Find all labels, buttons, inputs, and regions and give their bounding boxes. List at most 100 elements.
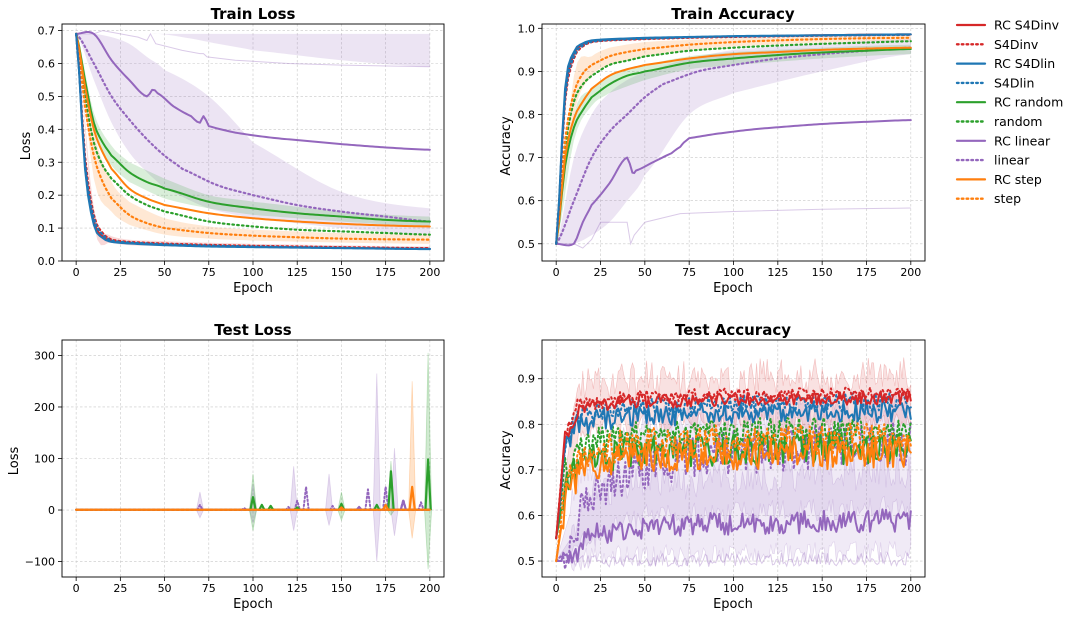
- test-accuracy-xtick-label-5: 125: [767, 582, 788, 595]
- test-loss-spike-linear-3: [293, 499, 301, 512]
- train-accuracy-xtick-label-2: 50: [638, 266, 652, 279]
- legend-label-s4dinv: S4Dinv: [994, 37, 1039, 52]
- test-accuracy-xtick-label-8: 200: [900, 582, 921, 595]
- panel-test-accuracy: Test Accuracy 0 25 50 75 100 125 150 175 2000.50…: [499, 321, 926, 612]
- legend-label-rc-s4dlin: RC S4Dlin: [994, 56, 1055, 71]
- test-loss-band-spike-linear-4: [372, 373, 381, 562]
- train-loss-xtick-label-0: 0: [73, 266, 80, 279]
- train-loss-xtick-label-2: 50: [158, 266, 172, 279]
- train-loss-plot: 0 25 50 75 100 125 150 175 200 0.0 0.1 0.2 0.3 0.4 0.5…: [38, 23, 445, 279]
- train-accuracy-line-rc-random: [555, 47, 912, 245]
- legend-label-s4dlin: S4Dlin: [994, 75, 1034, 90]
- train-loss-line-linear: [75, 32, 431, 223]
- test-loss-ytick-label-2: 100: [34, 453, 55, 466]
- train-loss-line-step: [75, 32, 431, 241]
- train-loss-xtick-label-4: 100: [243, 266, 264, 279]
- test-accuracy-thin-rc-linear-0: [556, 551, 911, 568]
- legend-label-rc-random: RC random: [994, 95, 1063, 110]
- test-loss-ytick-label-0: −100: [25, 556, 55, 569]
- test-accuracy-title: Test Accuracy: [675, 321, 791, 339]
- panel-train-accuracy: Train Accuracy 0 25 50 75 100 125 150 175 200 0.5…: [499, 5, 926, 296]
- test-loss-ylabel: Loss: [7, 447, 22, 476]
- train-loss-plot-area: [75, 30, 431, 251]
- train-loss-ytick-label-5: 0.5: [38, 90, 56, 103]
- test-loss-spike-rc-random-5: [373, 503, 381, 511]
- train-accuracy-xtick-label-1: 25: [594, 266, 608, 279]
- test-accuracy-xtick-label-7: 175: [856, 582, 877, 595]
- test-accuracy-line-rc-s4dlin: [555, 399, 912, 540]
- test-loss-spike-linear-5: [328, 504, 337, 512]
- train-accuracy-ytick-label-0: 0.5: [518, 238, 536, 251]
- train-loss-ytick-label-0: 0.0: [38, 255, 56, 268]
- test-loss-spike-linear-7: [381, 485, 390, 512]
- legend-label-rc-s4dinv: RC S4Dinv: [994, 18, 1060, 33]
- train-accuracy-xtick-label-7: 175: [856, 266, 877, 279]
- test-loss-xtick-label-1: 25: [113, 582, 127, 595]
- train-accuracy-xlabel: Epoch: [713, 281, 753, 296]
- train-loss-line-rc-s4dlin: [75, 32, 431, 251]
- train-loss-ylabel: Loss: [19, 132, 34, 161]
- test-accuracy-plot: 0 25 50 75 100 125 150 175 200 0.5 0.6 0.7 0.8 0.9: [518, 339, 926, 595]
- train-loss-band-linear-0: [76, 33, 430, 235]
- train-accuracy-xtick-label-4: 100: [723, 266, 744, 279]
- train-accuracy-line-rc-step: [555, 46, 912, 245]
- train-accuracy-xtick-label-5: 125: [767, 266, 788, 279]
- test-loss-spike-rc-random-7: [424, 458, 432, 511]
- test-loss-spike-rc-linear-0: [399, 499, 408, 511]
- train-loss-xtick-label-8: 200: [419, 266, 440, 279]
- train-loss-ytick-label-4: 0.4: [38, 123, 56, 136]
- test-loss-plot-area: [75, 352, 433, 570]
- test-loss-ytick-label-3: 200: [34, 401, 55, 414]
- train-loss-xtick-label-6: 150: [331, 266, 352, 279]
- train-accuracy-ytick-label-2: 0.7: [518, 152, 536, 165]
- test-loss-band-spike-rc-step-0: [408, 381, 417, 539]
- test-accuracy-xtick-label-0: 0: [553, 582, 560, 595]
- test-loss-xtick-label-4: 100: [243, 582, 264, 595]
- train-loss-xtick-label-1: 25: [113, 266, 127, 279]
- legend-label-step: step: [994, 191, 1021, 206]
- train-loss-ytick-label-1: 0.1: [38, 222, 56, 235]
- legend-label-linear: linear: [994, 153, 1030, 168]
- test-accuracy-line-rc-linear: [555, 508, 912, 564]
- test-accuracy-xtick-label-6: 150: [812, 582, 833, 595]
- train-loss-ytick-label-6: 0.6: [38, 58, 56, 71]
- test-accuracy-xtick-label-3: 75: [682, 582, 696, 595]
- train-loss-band-rc-linear-1: [76, 33, 430, 67]
- train-accuracy-line-rc-s4dlin: [555, 33, 912, 245]
- train-loss-ytick-label-7: 0.7: [38, 25, 56, 38]
- test-loss-xtick-label-3: 75: [202, 582, 216, 595]
- train-accuracy-ylabel: Accuracy: [499, 116, 514, 176]
- train-accuracy-ytick-label-3: 0.8: [518, 108, 536, 121]
- train-loss-line-rc-step: [75, 32, 431, 228]
- train-accuracy-band-linear-0: [556, 39, 911, 245]
- test-accuracy-line-step: [555, 422, 912, 563]
- test-loss-band-spike-linear-3: [325, 473, 333, 526]
- test-accuracy-plot-area: [555, 357, 912, 572]
- test-accuracy-line-rc-step: [555, 436, 912, 563]
- test-accuracy-xtick-label-1: 25: [594, 582, 608, 595]
- panel-test-loss: Test Loss 0 25 50 75 100 125 150 175 200 −100 0 100…: [7, 321, 445, 612]
- train-accuracy-xtick-label-8: 200: [900, 266, 921, 279]
- test-loss-spike-rc-step-1: [382, 503, 390, 511]
- train-loss-line-random: [75, 32, 431, 236]
- test-accuracy-ytick-label-3: 0.8: [518, 418, 536, 431]
- test-loss-ytick-label-1: 0: [48, 504, 55, 517]
- test-accuracy-ytick-label-2: 0.7: [518, 464, 536, 477]
- train-accuracy-ytick-label-5: 1.0: [518, 22, 536, 35]
- train-loss-xtick-label-3: 75: [202, 266, 216, 279]
- train-loss-xlabel: Epoch: [233, 281, 273, 296]
- train-loss-ytick-label-2: 0.2: [38, 189, 56, 202]
- panel-train-loss: Train Loss 0 25 50 75 100 125 150 175 2000.00.10…: [19, 5, 445, 296]
- train-accuracy-xtick-label-0: 0: [553, 266, 560, 279]
- test-accuracy-xtick-label-2: 50: [638, 582, 652, 595]
- legend: RC S4Dinv S4Dinv RC S4Dlin S4Dlin RC random r…: [955, 18, 1063, 206]
- train-loss-line-rc-linear: [75, 30, 431, 151]
- test-loss-xtick-label-2: 50: [158, 582, 172, 595]
- train-loss-line-rc-random: [75, 32, 431, 223]
- test-loss-xtick-label-5: 125: [287, 582, 308, 595]
- test-loss-xtick-label-0: 0: [73, 582, 80, 595]
- test-loss-band-spike-linear-2: [289, 466, 298, 531]
- test-accuracy-xtick-label-4: 100: [723, 582, 744, 595]
- train-accuracy-xtick-label-3: 75: [682, 266, 696, 279]
- train-accuracy-plot: 0 25 50 75 100 125 150 175 200 0.5 0.6 0.7 0.8 0.9 1.0: [518, 22, 926, 279]
